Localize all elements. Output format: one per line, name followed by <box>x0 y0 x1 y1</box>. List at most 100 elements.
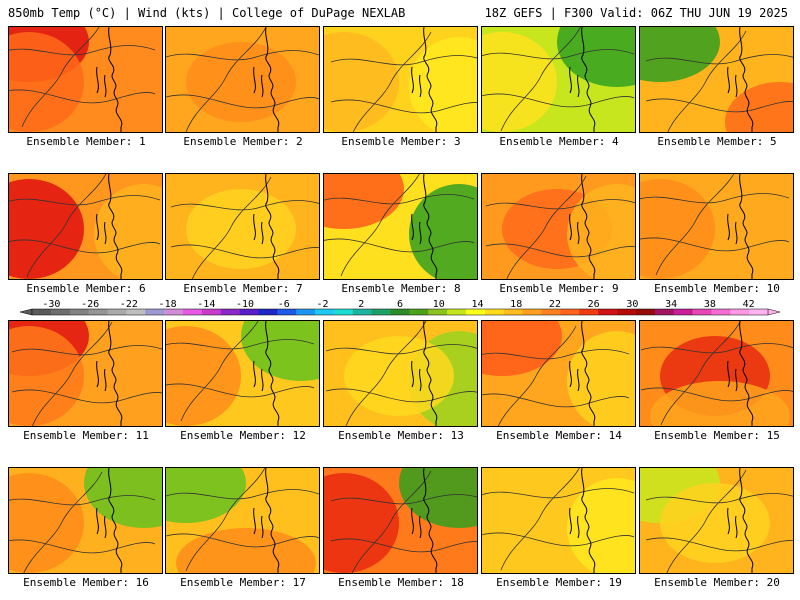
coastline <box>265 27 280 132</box>
colorbar-segment <box>258 309 278 315</box>
colorbar-segment <box>635 309 656 315</box>
temperature-map <box>482 321 635 426</box>
height-contour <box>170 200 319 211</box>
ensemble-member-label: Ensemble Member: 15 <box>654 429 780 442</box>
ensemble-panel-9 <box>481 173 636 280</box>
coastline <box>569 213 580 245</box>
colorbar-segment <box>541 309 561 315</box>
coastline <box>423 321 438 426</box>
colorbar-segment <box>201 309 222 315</box>
temperature-shading <box>399 468 477 528</box>
height-contour <box>666 469 747 573</box>
colorbar-segment <box>32 309 52 315</box>
temperature-shading <box>9 326 84 426</box>
ensemble-panel-17 <box>165 467 320 574</box>
height-contour <box>166 339 315 350</box>
ensemble-member-label: Ensemble Member: 6 <box>26 282 146 295</box>
colorbar-segment <box>145 309 165 315</box>
colorbar-segment <box>673 309 693 315</box>
colorbar-segment <box>239 309 259 315</box>
height-contour <box>330 55 477 66</box>
height-contour <box>21 27 100 128</box>
height-contour <box>340 174 420 277</box>
ensemble-member-label: Ensemble Member: 4 <box>499 135 619 148</box>
ensemble-member-label: Ensemble Member: 14 <box>496 429 622 442</box>
height-contour <box>185 468 266 572</box>
temperature-map <box>166 468 319 573</box>
temperature-map <box>640 468 793 573</box>
ensemble-panel-16 <box>8 467 163 574</box>
ensemble-member-label: Ensemble Member: 8 <box>341 282 461 295</box>
temperature-shading <box>567 478 635 573</box>
ensemble-panel-20 <box>639 467 794 574</box>
ensemble-panel-8 <box>323 173 478 280</box>
height-contour <box>26 174 107 278</box>
temperature-shading <box>640 27 720 82</box>
height-contour <box>645 98 793 113</box>
coastline <box>739 27 754 132</box>
coastline <box>265 174 280 279</box>
temperature-map <box>324 174 477 279</box>
coastline <box>739 321 754 426</box>
temperature-map <box>482 27 635 132</box>
coastline <box>581 321 596 426</box>
colorbar-segment <box>711 309 731 315</box>
height-contour <box>325 388 477 403</box>
coastline <box>265 468 280 573</box>
coastline <box>96 360 107 392</box>
temperature-shading <box>241 321 319 381</box>
colorbar-segment <box>749 309 769 315</box>
height-contour <box>506 175 587 279</box>
height-contour <box>497 325 577 426</box>
ensemble-panel-2 <box>165 26 320 133</box>
ensemble-panel-12 <box>165 320 320 427</box>
colorbar-segment <box>88 309 108 315</box>
height-contour <box>640 193 790 204</box>
height-contour <box>640 343 793 354</box>
temperature-shading <box>567 184 635 279</box>
ensemble-member-label: Ensemble Member: 20 <box>654 576 780 589</box>
colorbar-segment <box>560 309 580 315</box>
temperature-shading <box>186 189 296 269</box>
colorbar-tick-label: -6 <box>278 299 290 310</box>
ensemble-panel-19 <box>481 467 636 574</box>
colorbar-min-arrow <box>19 308 33 316</box>
coastline <box>253 507 264 539</box>
temperature-shading <box>324 473 399 573</box>
coastline <box>581 27 596 132</box>
ensemble-panel-18 <box>323 467 478 574</box>
colorbar-tick-label: 10 <box>433 299 445 310</box>
coastline <box>411 213 422 245</box>
temperature-shading <box>166 326 241 426</box>
colorbar-segment <box>69 309 89 315</box>
temperature-map <box>640 27 793 132</box>
coastline <box>423 468 438 573</box>
ensemble-member-label: Ensemble Member: 16 <box>23 576 149 589</box>
height-contour <box>23 471 103 573</box>
colorbar-segment <box>182 309 203 315</box>
colorbar-segment <box>220 309 240 315</box>
coastline <box>253 360 264 392</box>
coastline <box>411 66 422 98</box>
height-contour <box>482 349 630 360</box>
height-contour <box>166 50 319 61</box>
height-contour <box>9 539 156 554</box>
height-contour <box>11 389 162 404</box>
height-contour <box>482 93 635 108</box>
colorbar-tick-label: 18 <box>510 299 522 310</box>
height-contour <box>166 533 319 548</box>
temperature-shading <box>186 42 296 122</box>
height-contour <box>325 344 477 355</box>
temperature-shading <box>409 184 477 279</box>
height-contour <box>485 243 635 258</box>
header: 850mb Temp (°C) | Wind (kts) | College o… <box>0 0 800 22</box>
temperature-shading <box>482 32 557 132</box>
temperature-map <box>324 468 477 573</box>
coastline <box>727 507 738 539</box>
colorbar-tick-label: 22 <box>549 299 561 310</box>
ensemble-member-label: Ensemble Member: 1 <box>26 135 146 148</box>
coastline <box>739 468 754 573</box>
height-contour <box>485 199 635 210</box>
ensemble-panel-15 <box>639 320 794 427</box>
height-contour <box>345 321 427 426</box>
